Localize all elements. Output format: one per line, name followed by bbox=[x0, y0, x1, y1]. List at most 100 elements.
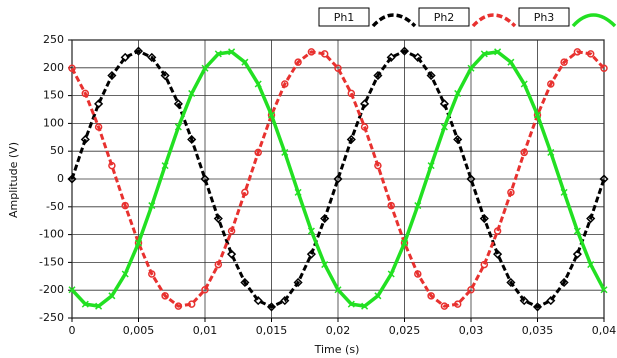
point bbox=[281, 148, 289, 156]
point bbox=[160, 70, 170, 81]
point bbox=[547, 80, 555, 88]
y-tick-label: 100 bbox=[43, 116, 64, 129]
point bbox=[374, 292, 382, 300]
legend-line bbox=[471, 13, 517, 28]
point bbox=[266, 302, 277, 312]
point bbox=[280, 296, 290, 306]
legend-box bbox=[418, 7, 470, 27]
point bbox=[600, 64, 608, 72]
point bbox=[399, 46, 410, 56]
point bbox=[201, 64, 209, 72]
point bbox=[532, 302, 543, 312]
point bbox=[466, 174, 476, 184]
point bbox=[200, 174, 210, 184]
legend-line bbox=[371, 13, 417, 28]
point bbox=[427, 292, 435, 300]
point bbox=[346, 134, 356, 145]
point bbox=[414, 270, 422, 278]
x-tick-label: 0,015 bbox=[256, 324, 288, 337]
legend-label: Ph1 bbox=[334, 11, 355, 24]
x-tick-label: 0,035 bbox=[522, 324, 554, 337]
point bbox=[94, 99, 104, 109]
point bbox=[107, 70, 117, 81]
point bbox=[134, 239, 143, 247]
point bbox=[507, 188, 515, 197]
point bbox=[321, 261, 329, 269]
point bbox=[413, 52, 423, 62]
point bbox=[387, 201, 395, 210]
point bbox=[108, 161, 116, 170]
point bbox=[214, 50, 222, 58]
y-tick-label: 150 bbox=[43, 89, 64, 102]
point bbox=[414, 202, 422, 210]
point bbox=[294, 188, 302, 196]
x-tick-label: 0,01 bbox=[193, 324, 218, 337]
point bbox=[254, 80, 262, 88]
point bbox=[467, 64, 475, 72]
point bbox=[360, 123, 369, 131]
legend-label: Ph2 bbox=[434, 11, 455, 24]
point bbox=[439, 99, 449, 109]
legend-box bbox=[318, 7, 370, 27]
point bbox=[320, 50, 329, 58]
point bbox=[559, 277, 569, 288]
point bbox=[440, 302, 449, 310]
point bbox=[506, 277, 516, 288]
point bbox=[173, 99, 183, 109]
point bbox=[241, 58, 249, 66]
x-tick-label: 0,02 bbox=[326, 324, 351, 337]
point bbox=[68, 286, 76, 294]
point bbox=[174, 302, 183, 310]
point bbox=[240, 277, 250, 288]
point bbox=[294, 58, 302, 66]
y-tick-label: -200 bbox=[39, 283, 64, 296]
point bbox=[480, 260, 489, 269]
point bbox=[187, 134, 197, 145]
point bbox=[81, 300, 89, 308]
point bbox=[493, 227, 502, 235]
x-tick-label: 0,04 bbox=[592, 324, 617, 337]
point bbox=[467, 286, 475, 294]
point bbox=[547, 148, 555, 156]
point bbox=[148, 202, 156, 210]
point bbox=[586, 213, 596, 224]
point bbox=[161, 162, 169, 170]
point bbox=[121, 270, 129, 278]
point bbox=[133, 46, 144, 56]
y-tick-label: -250 bbox=[39, 311, 64, 324]
point bbox=[253, 296, 263, 306]
point bbox=[293, 277, 303, 288]
point bbox=[161, 292, 169, 300]
point bbox=[80, 134, 90, 145]
point bbox=[426, 70, 436, 81]
point bbox=[108, 292, 116, 300]
point bbox=[494, 48, 502, 56]
point bbox=[533, 111, 542, 119]
point bbox=[573, 48, 582, 56]
point bbox=[493, 249, 503, 259]
y-tick-label: 200 bbox=[43, 61, 64, 74]
point bbox=[307, 227, 315, 235]
point bbox=[188, 89, 196, 97]
point bbox=[334, 64, 342, 72]
point bbox=[453, 134, 463, 145]
x-tick-label: 0,005 bbox=[123, 324, 155, 337]
point bbox=[360, 99, 370, 109]
point bbox=[147, 52, 157, 62]
point bbox=[374, 161, 382, 170]
point bbox=[307, 48, 316, 56]
point bbox=[520, 148, 528, 157]
point bbox=[453, 300, 462, 308]
point bbox=[68, 64, 76, 72]
point bbox=[121, 201, 129, 210]
point bbox=[387, 270, 395, 278]
point bbox=[427, 162, 435, 170]
y-tick-label: 50 bbox=[50, 144, 64, 157]
point bbox=[94, 123, 103, 131]
y-tick-label: -150 bbox=[39, 255, 64, 268]
point bbox=[440, 123, 448, 131]
point bbox=[201, 286, 209, 294]
point bbox=[333, 174, 343, 184]
series-line bbox=[70, 50, 606, 308]
legend-box bbox=[518, 7, 570, 27]
